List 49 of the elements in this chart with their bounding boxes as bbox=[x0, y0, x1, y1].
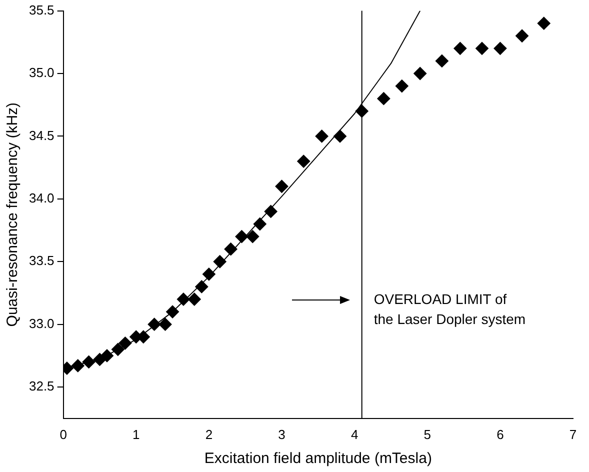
point bbox=[377, 92, 390, 106]
point bbox=[235, 230, 248, 244]
y-tick-label: 32.5 bbox=[28, 378, 54, 394]
x-tick-label: 7 bbox=[569, 426, 577, 442]
point bbox=[414, 67, 427, 80]
point bbox=[224, 242, 238, 256]
x-tick-label: 6 bbox=[496, 426, 504, 442]
x-tick-label: 5 bbox=[424, 426, 431, 442]
y-tick-label: 34.0 bbox=[28, 190, 54, 206]
point bbox=[297, 154, 310, 168]
point bbox=[176, 292, 190, 306]
point bbox=[315, 130, 328, 143]
y-tick-label: 33.0 bbox=[28, 316, 54, 331]
point bbox=[246, 230, 260, 244]
point bbox=[333, 130, 346, 143]
point bbox=[395, 80, 408, 93]
x-tick-label: 2 bbox=[205, 426, 213, 442]
y-tick-label: 34.5 bbox=[28, 128, 54, 143]
point bbox=[275, 180, 288, 193]
point bbox=[475, 42, 488, 55]
point bbox=[213, 255, 226, 268]
point bbox=[494, 42, 507, 55]
point bbox=[166, 305, 180, 318]
point bbox=[158, 318, 172, 331]
point bbox=[202, 268, 216, 281]
point bbox=[516, 29, 529, 42]
point bbox=[454, 42, 467, 55]
point bbox=[195, 280, 208, 294]
x-tick-label: 4 bbox=[350, 426, 358, 442]
point bbox=[253, 218, 266, 231]
x-axis-title: Excitation field amplitude (mTesla) bbox=[204, 450, 432, 468]
point bbox=[71, 359, 84, 372]
point bbox=[537, 16, 550, 30]
y-tick-label: 33.5 bbox=[28, 253, 54, 268]
point bbox=[435, 54, 448, 68]
x-tick-label: 0 bbox=[60, 426, 67, 442]
y-axis-title: Quasi-resonance frequency (kHz) bbox=[4, 102, 22, 327]
point bbox=[264, 204, 278, 218]
x-tick-label: 1 bbox=[132, 426, 140, 442]
point bbox=[100, 349, 114, 362]
point bbox=[111, 342, 124, 356]
ref-line-label: OVERLOAD LIMIT of the Laser Dopler system bbox=[374, 291, 526, 328]
point bbox=[82, 355, 96, 368]
point bbox=[148, 318, 161, 331]
point bbox=[188, 292, 201, 306]
y-tick-label: 35.0 bbox=[28, 65, 54, 80]
y-tick-label: 35.5 bbox=[28, 2, 54, 18]
x-tick-label: 3 bbox=[278, 426, 286, 442]
point bbox=[118, 336, 132, 350]
